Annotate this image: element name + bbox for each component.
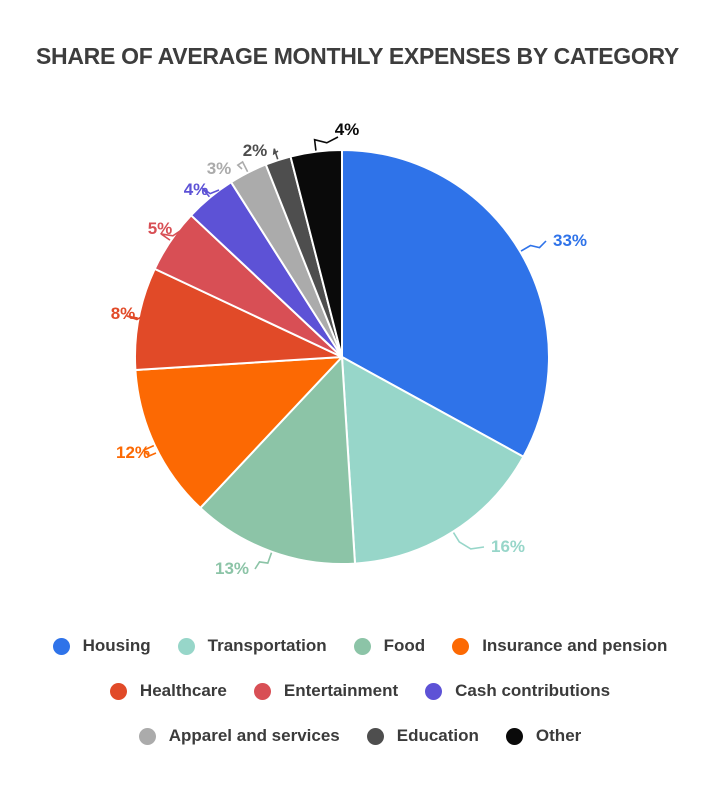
page-title: SHARE OF AVERAGE MONTHLY EXPENSES BY CAT… <box>36 43 679 70</box>
pie-value-label-cash-contributions: 4% <box>184 180 209 199</box>
pie-value-label-entertainment: 5% <box>148 219 173 238</box>
legend-item-insurance-and-pension[interactable]: Insurance and pension <box>452 636 667 656</box>
legend-color-dot-other <box>505 727 523 745</box>
pie-value-label-food: 13% <box>215 559 249 578</box>
legend-label: Insurance and pension <box>482 636 668 655</box>
pie-chart: 33% 16% 13% 12% 8% 5% 4% 3% 2% 4% <box>111 120 587 578</box>
legend-row: Healthcare Entertainment Cash contribution… <box>0 681 720 701</box>
legend-color-dot-education <box>366 727 384 745</box>
legend-label: Apparel and services <box>168 726 340 745</box>
legend-color-dot-entertainment <box>253 682 271 700</box>
legend-item-food[interactable]: Food <box>353 636 426 656</box>
legend-label: Housing <box>82 636 151 655</box>
label-leader-line-entertainment <box>160 228 184 241</box>
legend-color-dot-cash-contributions <box>425 682 443 700</box>
pie-value-label-housing: 33% <box>553 231 587 250</box>
legend-color-dot-healthcare <box>109 682 127 700</box>
pie-value-label-apparel-and-services: 3% <box>207 159 232 178</box>
label-leader-line-housing <box>520 240 547 252</box>
legend-color-dot-insurance-and-pension <box>452 637 470 655</box>
legend-label: Healthcare <box>139 681 227 700</box>
label-leader-line-cash-contributions <box>201 187 220 198</box>
chart-legend: Housing Transportation Food Insurance and p… <box>0 636 720 746</box>
pie-value-label-healthcare: 8% <box>111 304 136 323</box>
legend-label: Education <box>396 726 479 745</box>
pie-slice-transportation[interactable] <box>341 356 525 565</box>
label-leader-line-other <box>313 136 339 151</box>
pie-value-label-transportation: 16% <box>491 537 525 556</box>
legend-item-housing[interactable]: Housing <box>52 636 151 656</box>
pie-slice-food[interactable] <box>199 356 356 566</box>
legend-item-education[interactable]: Education <box>366 726 479 746</box>
legend-row: Housing Transportation Food Insurance and p… <box>0 636 720 656</box>
legend-color-dot-food <box>353 637 371 655</box>
legend-item-healthcare[interactable]: Healthcare <box>109 681 227 701</box>
legend-label: Entertainment <box>283 681 399 700</box>
pie-value-label-other: 4% <box>335 120 360 139</box>
pie-slice-insurance-and-pension[interactable] <box>134 356 343 509</box>
legend-item-other[interactable]: Other <box>505 726 582 746</box>
legend-label: Food <box>383 636 426 655</box>
legend-item-transportation[interactable]: Transportation <box>177 636 327 656</box>
label-leader-line-healthcare <box>126 313 147 321</box>
label-leader-line-insurance-and-pension <box>142 444 157 457</box>
legend-label: Transportation <box>207 636 327 655</box>
legend-row: Apparel and services Education Other <box>0 726 720 746</box>
legend-item-apparel-and-services[interactable]: Apparel and services <box>138 726 340 746</box>
legend-color-dot-housing <box>52 637 70 655</box>
legend-color-dot-apparel-and-services <box>138 727 156 745</box>
legend-item-entertainment[interactable]: Entertainment <box>253 681 399 701</box>
label-leader-line-apparel-and-services <box>236 160 249 173</box>
pie-slice-other[interactable] <box>289 148 343 358</box>
legend-label: Other <box>535 726 582 745</box>
pie-value-label-education: 2% <box>243 141 268 160</box>
legend-label: Cash contributions <box>455 681 611 700</box>
label-leader-line-food <box>254 552 273 570</box>
legend-color-dot-transportation <box>177 637 195 655</box>
legend-item-cash-contributions[interactable]: Cash contributions <box>425 681 610 701</box>
label-leader-line-education <box>272 148 279 160</box>
label-leader-line-transportation <box>452 532 485 550</box>
pie-slice-housing[interactable] <box>341 149 550 458</box>
pie-value-label-insurance-and-pension: 12% <box>116 443 150 462</box>
